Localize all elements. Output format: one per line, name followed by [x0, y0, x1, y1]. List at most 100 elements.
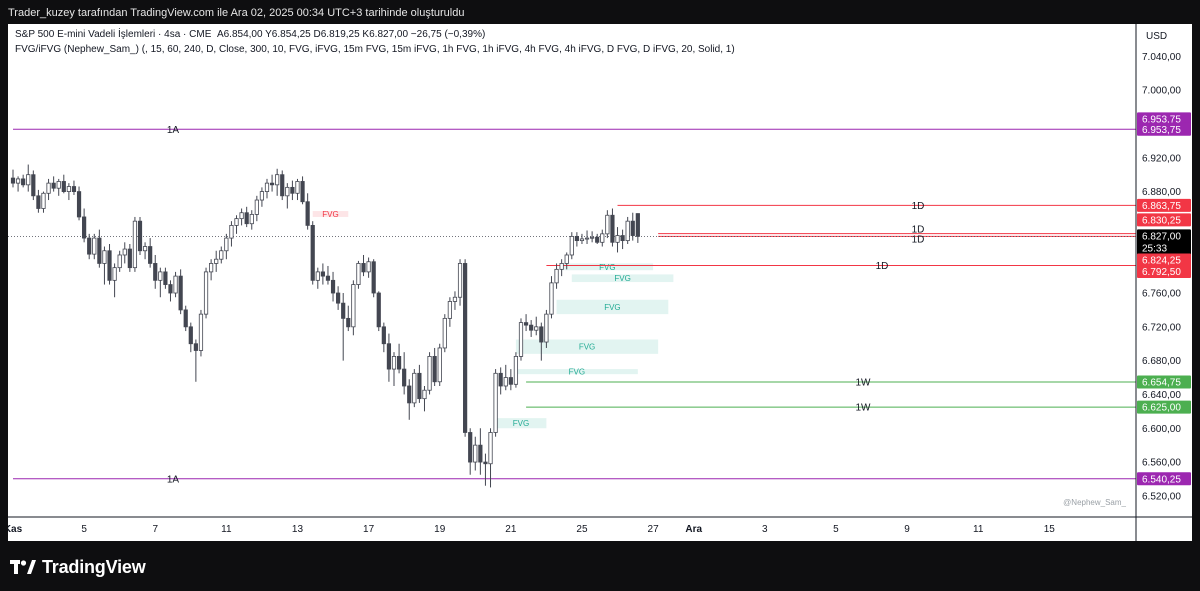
- price-badge: [1137, 229, 1191, 256]
- candle-body: [178, 275, 183, 311]
- candle-body: [544, 313, 549, 343]
- price-badge: [1137, 112, 1191, 126]
- x-tick-label: 19: [434, 524, 446, 535]
- candle-body: [244, 212, 249, 225]
- level-label: 1A: [167, 474, 180, 485]
- candle-body: [447, 301, 452, 319]
- candle-body: [148, 246, 153, 264]
- brand-name: TradingView: [42, 556, 146, 577]
- candle-body: [351, 284, 356, 328]
- candle-body: [137, 220, 143, 252]
- candle-body: [534, 326, 539, 331]
- candle-body: [630, 220, 635, 236]
- price-badge-label: 6.863,75: [1142, 201, 1181, 212]
- candle-body: [285, 186, 290, 197]
- price-badge-label: 6.827,00: [1142, 231, 1181, 242]
- candle-body: [132, 220, 138, 269]
- candle-body: [153, 263, 158, 281]
- candle-body: [87, 237, 92, 255]
- candle-body: [529, 324, 534, 331]
- fvg-zone: [556, 299, 669, 315]
- price-badge-label: 6.953,75: [1142, 114, 1181, 125]
- candle-body: [102, 250, 107, 264]
- chart-panel[interactable]: FVG FVG FVG FVG FVG FVG FVG 1A 1A 1D 1D 1D 1D 1W 1W U…: [8, 24, 1192, 541]
- candle-body: [579, 238, 585, 242]
- candle-body: [523, 322, 529, 326]
- candle-body: [584, 237, 590, 240]
- legend-symbol-row[interactable]: S&P 500 E-mini Vadeli İşlemleri · 4sa · …: [15, 29, 485, 40]
- x-tick-label: Kas: [8, 524, 23, 535]
- price-badges-layer: 6.953,756.953,75 6.863,75 6.830,25 6.827,00…: [1137, 112, 1191, 486]
- price-badge-label: 6.540,25: [1142, 474, 1181, 485]
- candle-body: [183, 309, 188, 328]
- candle-body: [407, 385, 412, 404]
- price-badge-label: 6.824,25: [1142, 256, 1181, 267]
- snapshot-caption: Trader_kuzey tarafından TradingView.com …: [8, 7, 465, 19]
- x-tick-label: 15: [1044, 524, 1056, 535]
- candle-body: [36, 195, 41, 209]
- candle-body: [214, 258, 219, 264]
- y-tick-label: 7.040,00: [1142, 52, 1181, 63]
- level-label: 1W: [856, 403, 872, 414]
- candle-body: [15, 178, 21, 184]
- candle-body: [56, 181, 61, 189]
- candle-body: [163, 271, 168, 285]
- candle-body: [315, 271, 320, 281]
- x-tick-label: 9: [904, 524, 910, 535]
- candle-body: [249, 214, 254, 225]
- candle-body: [427, 356, 432, 391]
- candle-body: [620, 235, 625, 242]
- price-badge-label: 6.654,75: [1142, 377, 1181, 388]
- candle-body: [590, 236, 595, 239]
- candle-body: [264, 182, 270, 192]
- candle-body: [82, 216, 87, 239]
- candle-body: [371, 261, 376, 294]
- x-tick-label: 7: [152, 524, 158, 535]
- candle-body: [569, 235, 574, 256]
- fvg-zone-label: FVG: [604, 303, 620, 312]
- candle-body: [31, 174, 36, 197]
- author-watermark: @Nephew_Sam_: [1063, 498, 1126, 507]
- candle-body: [198, 313, 204, 351]
- legend-symbol[interactable]: S&P 500 E-mini Vadeli İşlemleri · 4sa · …: [15, 29, 212, 40]
- candle-body: [209, 263, 214, 273]
- price-badge: [1137, 472, 1191, 486]
- candle-body: [422, 389, 427, 400]
- y-tick-label: 6.760,00: [1142, 289, 1181, 300]
- candle-body: [574, 235, 579, 242]
- x-tick-label: 17: [363, 524, 375, 535]
- legend-indicator-row[interactable]: FVG/iFVG (Nephew_Sam_) (, 15, 60, 240, D…: [15, 44, 735, 55]
- candle-body: [493, 372, 498, 433]
- fvg-zones-layer: FVG FVG FVG FVG FVG FVG FVG: [312, 210, 674, 429]
- legend-ohlc: A6.854,00 Y6.854,25 D6.819,25 K6.827,00 …: [216, 29, 486, 40]
- candle-body: [346, 317, 351, 328]
- candle-body: [330, 279, 336, 294]
- price-badge: [1137, 253, 1191, 267]
- y-tick-label: 7.000,00: [1142, 86, 1181, 97]
- candle-body: [275, 174, 280, 186]
- fvg-zone-label: FVG: [322, 210, 338, 219]
- candle-body: [305, 201, 310, 226]
- candle-body: [513, 356, 519, 385]
- price-badge: [1137, 264, 1191, 278]
- candle-body: [488, 432, 493, 465]
- x-tick-label: 11: [221, 524, 232, 535]
- candle-body: [259, 191, 265, 201]
- tradingview-brand[interactable]: TradingView: [10, 555, 146, 579]
- candle-body: [432, 356, 437, 383]
- candle-body: [549, 282, 554, 315]
- candle-body: [300, 181, 305, 203]
- candle-body: [437, 347, 442, 383]
- candle-body: [193, 343, 198, 351]
- x-tick-label: 5: [81, 524, 87, 535]
- y-tick-label: 6.680,00: [1142, 356, 1181, 367]
- candle-body: [417, 372, 422, 400]
- candle-body: [229, 224, 234, 239]
- y-tick-label: 6.520,00: [1142, 491, 1181, 502]
- candle-body: [356, 263, 361, 285]
- candle-body: [107, 250, 112, 281]
- legend-indicator[interactable]: FVG/iFVG (Nephew_Sam_) (, 15, 60, 240, D…: [15, 44, 735, 55]
- candle-body: [595, 236, 600, 243]
